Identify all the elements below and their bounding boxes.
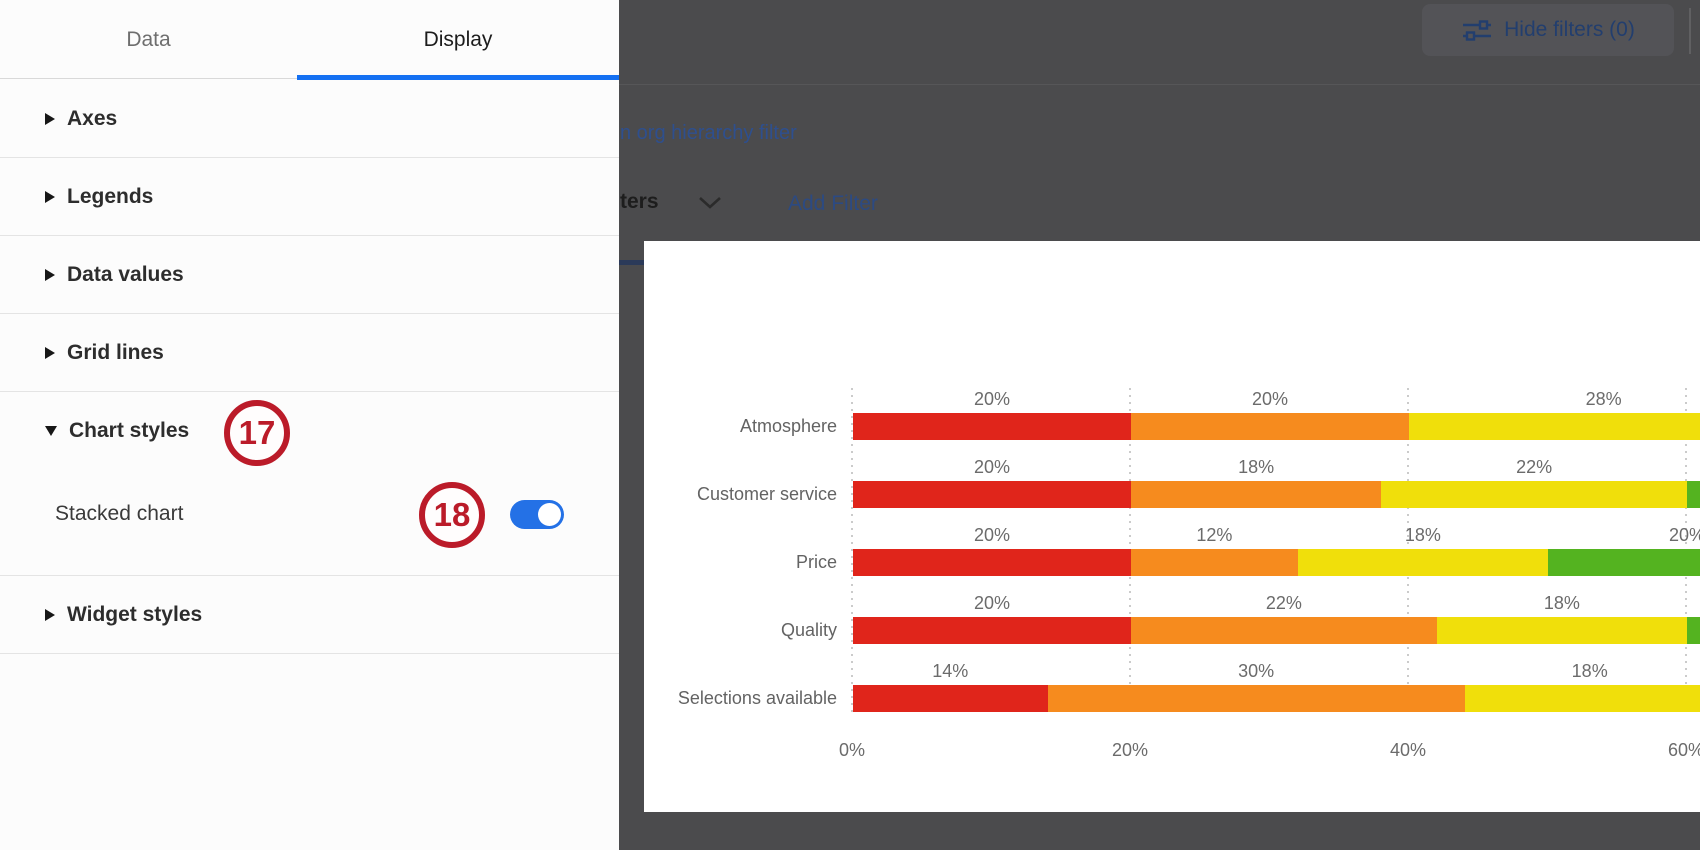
value-label: 30% bbox=[1238, 661, 1275, 681]
section-axes[interactable]: Axes bbox=[0, 80, 619, 158]
value-label: 22% bbox=[1516, 457, 1553, 477]
annotation-badge-17: 17 bbox=[224, 400, 290, 466]
value-label: 20% bbox=[973, 389, 1011, 409]
annotation-badge-18: 18 bbox=[419, 482, 485, 548]
bar-segment-green[interactable] bbox=[1687, 617, 1700, 644]
section-label: Legends bbox=[67, 184, 154, 208]
toggle-knob bbox=[538, 503, 561, 526]
hide-filters-label: Hide filters (0) bbox=[1504, 18, 1635, 41]
section-label: Axes bbox=[67, 106, 118, 130]
settings-sections: Axes Legends Data values Grid lines Chart st… bbox=[0, 80, 619, 654]
bar-segment-orange[interactable] bbox=[1131, 617, 1437, 644]
value-label: 18% bbox=[1404, 525, 1441, 545]
add-filter-link[interactable]: Add Filter bbox=[788, 192, 878, 215]
vertical-divider bbox=[1689, 8, 1691, 54]
section-label: Widget styles bbox=[67, 602, 203, 626]
panel-tabs: Data Display bbox=[0, 0, 619, 80]
bar-segment-red[interactable] bbox=[853, 549, 1131, 576]
bar-segment-green[interactable] bbox=[1687, 481, 1700, 508]
chart-card: 0% 20% 40% 60% Atmosphere 20% 20% 28% Customer s… bbox=[644, 241, 1700, 812]
stacked-chart-toggle[interactable] bbox=[510, 500, 564, 529]
tab-divider bbox=[0, 78, 297, 79]
x-axis-tick-label: 20% bbox=[1111, 740, 1149, 760]
stacked-bar-chart: 0% 20% 40% 60% Atmosphere 20% 20% 28% Customer s… bbox=[644, 241, 1700, 812]
section-label: Chart styles bbox=[69, 419, 190, 442]
header-divider bbox=[619, 84, 1700, 85]
bar-segment-yellow[interactable] bbox=[1381, 481, 1687, 508]
underlying-tab-indicator bbox=[619, 260, 644, 265]
section-data-values[interactable]: Data values bbox=[0, 236, 619, 314]
value-label: 20% bbox=[1251, 389, 1289, 409]
value-label: 20% bbox=[973, 593, 1011, 613]
section-chart-styles[interactable]: Chart styles 17 bbox=[0, 392, 619, 470]
x-axis-tick-label: 60% bbox=[1667, 740, 1700, 760]
x-axis-tick-label: 40% bbox=[1389, 740, 1427, 760]
bar-segment-green[interactable] bbox=[1548, 549, 1700, 576]
section-label: Grid lines bbox=[67, 340, 164, 364]
bar-segment-orange[interactable] bbox=[1131, 549, 1298, 576]
x-gridline bbox=[851, 388, 853, 715]
category-label: Selections available bbox=[677, 688, 837, 708]
bar-segment-red[interactable] bbox=[853, 413, 1131, 440]
bar-segment-red[interactable] bbox=[853, 685, 1048, 712]
bar-segment-yellow[interactable] bbox=[1436, 617, 1687, 644]
filter-sliders-icon bbox=[1463, 20, 1492, 41]
caret-right-icon bbox=[45, 190, 55, 203]
caret-right-icon bbox=[45, 112, 55, 125]
bar-segment-yellow[interactable] bbox=[1297, 549, 1548, 576]
bar-segment-orange[interactable] bbox=[1131, 481, 1382, 508]
x-axis-tick-label: 0% bbox=[838, 740, 865, 760]
caret-down-icon bbox=[45, 426, 57, 436]
value-label: 14% bbox=[932, 661, 969, 681]
section-widget-styles[interactable]: Widget styles bbox=[0, 576, 619, 654]
value-label: 22% bbox=[1265, 593, 1302, 613]
tab-display[interactable]: Display bbox=[423, 28, 493, 51]
value-label: 18% bbox=[1543, 593, 1580, 613]
category-label: Customer service bbox=[696, 484, 837, 504]
bar-segment-orange[interactable] bbox=[1047, 685, 1465, 712]
value-label: 18% bbox=[1238, 457, 1275, 477]
active-tab-indicator bbox=[297, 75, 619, 80]
category-label: Price bbox=[795, 552, 837, 572]
value-label: 20% bbox=[1668, 525, 1700, 545]
org-hierarchy-filter-link[interactable]: n org hierarchy filter bbox=[620, 122, 797, 144]
filters-label-partial: ters bbox=[620, 190, 659, 213]
bar-segment-yellow[interactable] bbox=[1409, 413, 1700, 440]
caret-right-icon bbox=[45, 268, 55, 281]
section-grid-lines[interactable]: Grid lines bbox=[0, 314, 619, 392]
value-label: 12% bbox=[1196, 525, 1233, 545]
chevron-down-icon[interactable] bbox=[698, 196, 722, 210]
value-label: 18% bbox=[1571, 661, 1608, 681]
value-label: 20% bbox=[973, 525, 1011, 545]
category-label: Quality bbox=[780, 620, 837, 640]
bar-segment-yellow[interactable] bbox=[1464, 685, 1700, 712]
value-label: 20% bbox=[973, 457, 1011, 477]
value-label: 28% bbox=[1585, 389, 1622, 409]
caret-right-icon bbox=[45, 346, 55, 359]
bar-segment-red[interactable] bbox=[853, 481, 1131, 508]
hide-filters-button[interactable]: Hide filters (0) bbox=[1422, 4, 1674, 56]
setting-label: Stacked chart bbox=[55, 502, 184, 525]
settings-panel: Data Display Axes Legends Data values Grid … bbox=[0, 0, 619, 850]
section-label: Data values bbox=[67, 262, 184, 286]
bar-segment-red[interactable] bbox=[853, 617, 1131, 644]
caret-right-icon bbox=[45, 608, 55, 621]
category-label: Atmosphere bbox=[739, 416, 837, 436]
section-legends[interactable]: Legends bbox=[0, 158, 619, 236]
bar-segment-orange[interactable] bbox=[1131, 413, 1409, 440]
tab-data[interactable]: Data bbox=[126, 28, 171, 51]
setting-row-stacked-chart: Stacked chart 18 bbox=[0, 470, 619, 576]
